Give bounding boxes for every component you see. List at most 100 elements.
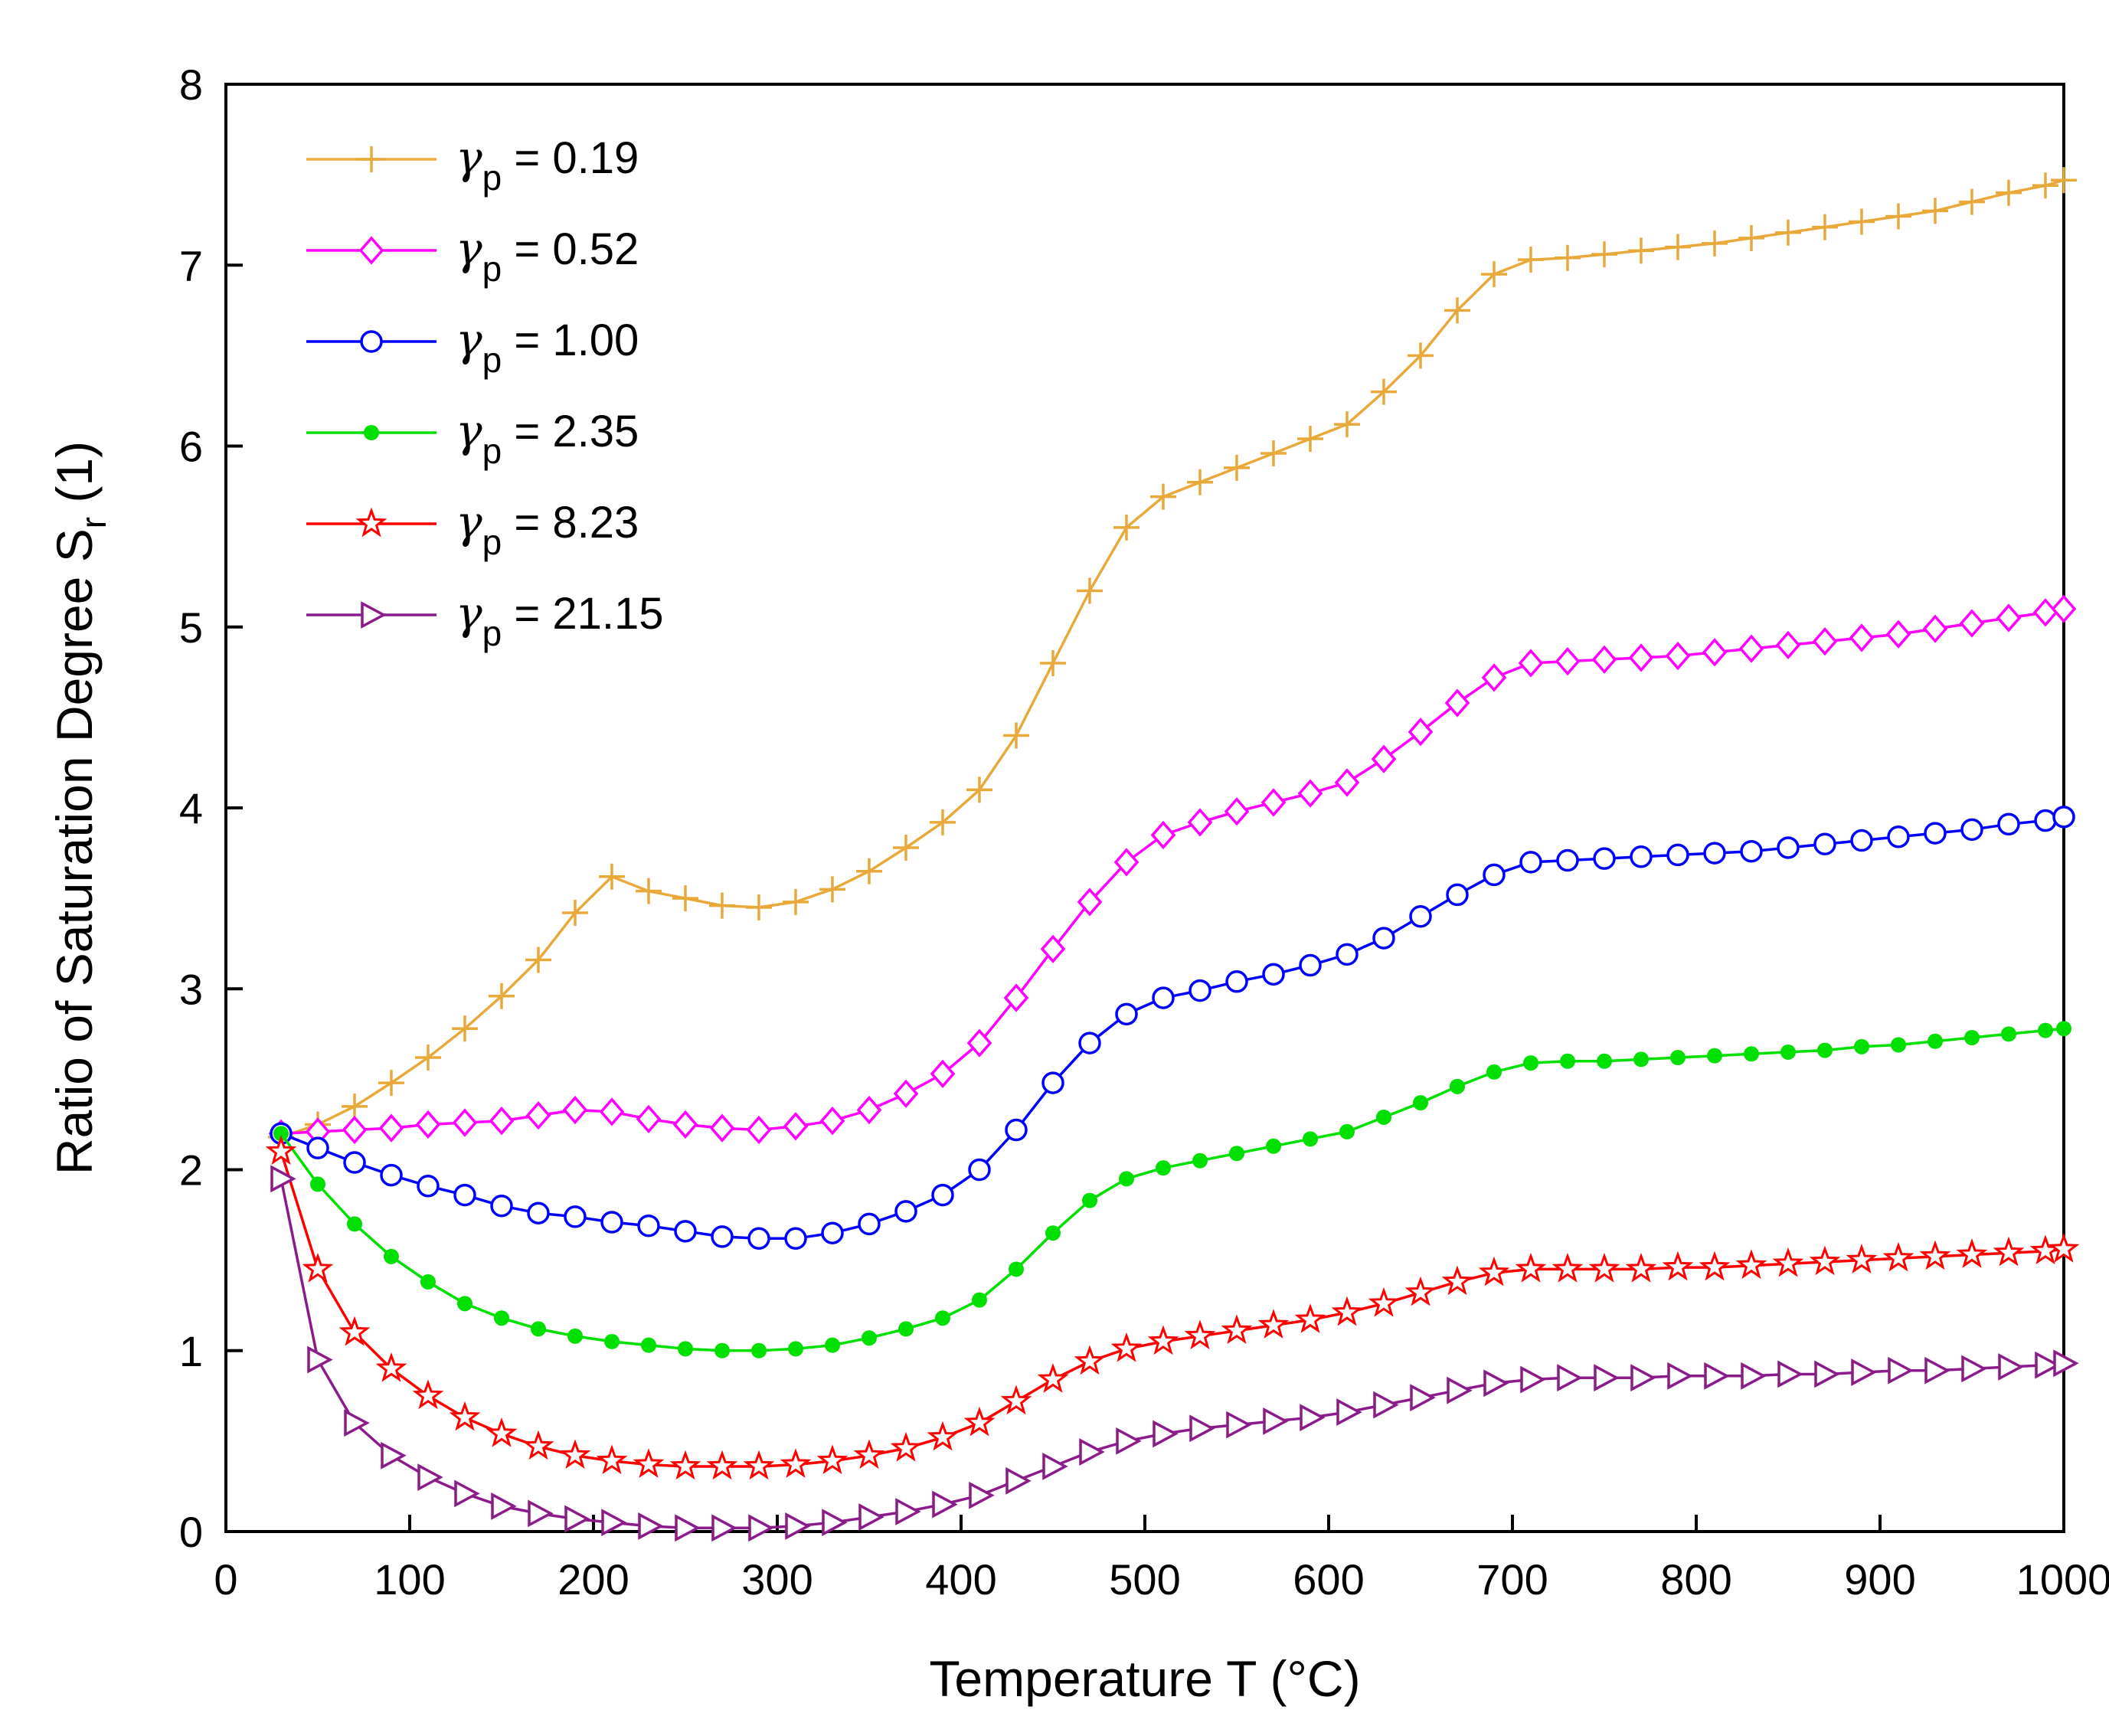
series-5-point-12 xyxy=(711,1514,737,1542)
series-4-point-16 xyxy=(853,1439,885,1470)
series-4-point-20 xyxy=(1000,1385,1032,1415)
series-0-point-29 xyxy=(1334,411,1360,438)
series-4-point-11 xyxy=(669,1450,701,1480)
series-1-point-19 xyxy=(966,1028,992,1058)
series-0-point-44 xyxy=(1885,203,1911,230)
legend-label-5: γp = 21.15 xyxy=(456,587,664,653)
series-2-point-7 xyxy=(527,1201,550,1224)
series-4-point-12 xyxy=(706,1450,738,1480)
series-2-point-21 xyxy=(1041,1071,1064,1094)
series-2-point-20 xyxy=(1005,1118,1028,1142)
series-2-point-28 xyxy=(1299,953,1322,977)
series-4-point-19 xyxy=(963,1406,996,1437)
series-4-point-24 xyxy=(1147,1325,1179,1355)
x-tick-label-5: 500 xyxy=(1109,1555,1180,1604)
series-3-point-3 xyxy=(384,1248,399,1264)
series-5-point-6 xyxy=(491,1492,517,1520)
series-3-point-2 xyxy=(347,1216,362,1232)
legend-label-2: γp = 1.00 xyxy=(456,314,639,380)
series-2-point-45 xyxy=(1924,822,1947,845)
series-3-point-6 xyxy=(494,1310,509,1326)
series-5-point-41 xyxy=(1777,1360,1803,1388)
legend-marker-4 xyxy=(355,507,387,538)
series-3-point-5 xyxy=(457,1296,472,1312)
series-2-point-11 xyxy=(674,1220,697,1243)
series-3-point-16 xyxy=(862,1330,877,1346)
series-5-point-36 xyxy=(1594,1364,1620,1392)
series-3-point-0 xyxy=(273,1126,289,1142)
series-5-point-17 xyxy=(895,1498,921,1525)
x-tick-label-10: 1000 xyxy=(2016,1555,2109,1604)
series-1-point-36 xyxy=(1591,645,1617,674)
series-1-point-15 xyxy=(819,1107,845,1136)
series-2-point-13 xyxy=(747,1227,770,1251)
series-2-point-42 xyxy=(1813,832,1836,855)
legend-label-value-2: = 1.00 xyxy=(502,315,639,365)
series-3-point-27 xyxy=(1266,1138,1281,1154)
series-2-point-35 xyxy=(1556,848,1579,872)
series-0-point-16 xyxy=(856,858,882,884)
series-0-point-22 xyxy=(1077,577,1103,604)
series-3-point-1 xyxy=(310,1176,325,1192)
x-axis-title: Temperature T (°C) xyxy=(929,1650,1360,1707)
series-1-point-23 xyxy=(1113,848,1140,877)
series-5-point-9 xyxy=(601,1509,627,1537)
series-3-point-48 xyxy=(2038,1022,2053,1038)
series-1-point-32 xyxy=(1444,688,1470,718)
series-4-point-13 xyxy=(743,1450,775,1480)
series-3-point-32 xyxy=(1450,1078,1465,1094)
series-4-point-32 xyxy=(1441,1265,1473,1296)
series-1-point-4 xyxy=(415,1110,441,1139)
series-2-point-14 xyxy=(784,1227,807,1251)
series-3-point-10 xyxy=(641,1337,656,1353)
series-1-point-18 xyxy=(930,1059,956,1088)
legend-label-3: γp = 2.35 xyxy=(456,405,639,471)
series-4-point-10 xyxy=(633,1448,665,1478)
series-2-point-30 xyxy=(1372,927,1395,950)
x-tick-label-1: 100 xyxy=(374,1555,445,1604)
series-4-point-40 xyxy=(1735,1249,1767,1280)
series-2-point-37 xyxy=(1630,845,1653,868)
series-0-point-18 xyxy=(930,809,956,835)
plot-area xyxy=(224,83,2065,1533)
series-2-point-1 xyxy=(306,1136,329,1159)
series-5-point-45 xyxy=(1924,1356,1950,1385)
series-5-point-10 xyxy=(638,1512,664,1540)
series-5-point-47 xyxy=(1998,1353,2024,1381)
legend-label-symbol-3: γ xyxy=(456,405,482,457)
series-4-point-28 xyxy=(1294,1303,1326,1333)
series-3-point-9 xyxy=(604,1333,620,1349)
series-1-point-8 xyxy=(562,1095,588,1125)
series-5-point-14 xyxy=(785,1512,811,1540)
series-3-point-12 xyxy=(714,1342,730,1358)
legend-label-1: γp = 0.52 xyxy=(456,223,639,289)
series-4-point-0 xyxy=(265,1135,297,1166)
series-1-point-43 xyxy=(1849,623,1875,652)
series-4-point-17 xyxy=(890,1431,922,1462)
y-tick-label-7: 7 xyxy=(179,241,203,289)
series-5-point-31 xyxy=(1410,1384,1436,1412)
y-tick-label-3: 3 xyxy=(179,965,203,1013)
legend-label-value-4: = 8.23 xyxy=(502,498,639,548)
series-0-point-19 xyxy=(966,776,992,803)
series-4-point-36 xyxy=(1588,1252,1620,1283)
axes: 0 100 200 300 400 500 600 700 800 900 1000 0 1 2 3 4 5 6 7… xyxy=(179,60,2109,1604)
series-5 xyxy=(270,1165,2079,1542)
legend-label-sub-0: p xyxy=(482,158,502,198)
series-2-point-17 xyxy=(894,1200,917,1223)
series-1-point-2 xyxy=(342,1115,368,1145)
series-1-point-16 xyxy=(856,1095,882,1125)
legend-label-sub-4: p xyxy=(482,522,502,562)
series-0-point-25 xyxy=(1187,469,1213,495)
series-5-point-7 xyxy=(528,1499,554,1528)
series-2-point-10 xyxy=(637,1214,660,1237)
series-4-point-39 xyxy=(1699,1251,1731,1281)
y-tick-label-0: 0 xyxy=(179,1508,203,1556)
series-0-point-20 xyxy=(1003,722,1029,749)
series-4-point-31 xyxy=(1404,1276,1437,1306)
series-1-point-28 xyxy=(1297,779,1323,808)
series-5-point-18 xyxy=(932,1490,958,1519)
series-0-point-41 xyxy=(1775,219,1801,246)
series-1-point-37 xyxy=(1628,643,1654,672)
